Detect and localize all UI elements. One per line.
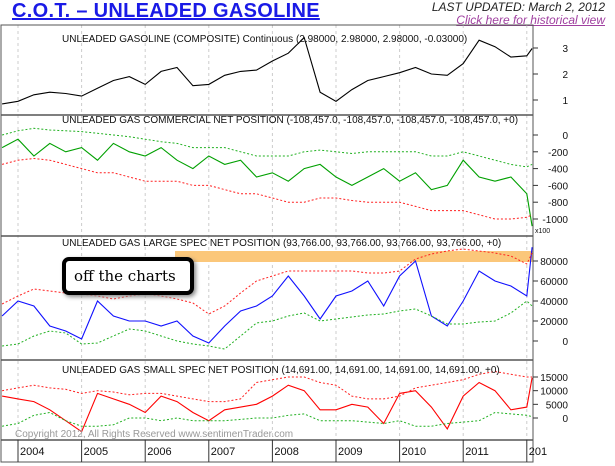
band-line [2, 300, 533, 350]
y-tick-label: -600 [548, 181, 568, 192]
y-tick-label: 80000 [540, 257, 568, 268]
band-line [1, 157, 533, 220]
panel-title-price: UNLEADED GASOLINE (COMPOSITE) Continuous… [62, 34, 467, 45]
y-tick-label: 0 [562, 131, 568, 142]
y-tick-label: -400 [548, 165, 568, 176]
x-tick-label: 2004 [20, 446, 44, 458]
y-tick-label: 1 [562, 96, 568, 107]
y-tick-label: 60000 [540, 277, 568, 288]
band-line [1, 127, 533, 168]
chart-frame [0, 24, 534, 463]
x-tick-label: 2009 [338, 446, 362, 458]
off-the-charts-highlight [175, 251, 533, 262]
y-tick-label: 40000 [540, 297, 568, 308]
x-tick-label: 2010 [402, 446, 426, 458]
series-line [2, 377, 533, 433]
x-tick-label: 2006 [147, 446, 171, 458]
y-tick-label: 0 [562, 414, 568, 425]
x-tick-label: 2007 [211, 446, 235, 458]
last-updated: LAST UPDATED: March 2, 2012 [431, 0, 605, 14]
x-tick-label: 2005 [84, 446, 108, 458]
y-tick-label: 3 [562, 44, 568, 55]
historical-view-link[interactable]: Click here for historical view [456, 13, 605, 27]
y-tick-label: -800 [548, 198, 568, 209]
series-line [1, 138, 533, 227]
x-tick-label: 2008 [274, 446, 298, 458]
y-tick-label: -200 [548, 148, 568, 159]
band-line [2, 411, 533, 427]
band-line [1, 248, 533, 315]
y-tick-label: 0 [562, 337, 568, 348]
copyright: Copyright 2012, All Rights Reserved www.… [15, 429, 293, 440]
series-line [2, 36, 533, 105]
y-tick-label: 10000 [540, 387, 568, 398]
series-line [1, 247, 533, 344]
y-tick-label: 2 [562, 70, 568, 81]
x-tick-label: 2011 [465, 446, 489, 458]
x-tick-label: 201 [529, 446, 547, 458]
y-tick-label: 5000 [546, 400, 569, 411]
callout-box: off the charts [62, 257, 194, 295]
page-title: C.O.T. – UNLEADED GASOLINE [12, 0, 320, 22]
scale-note: x100 [535, 228, 550, 235]
y-tick-label: 15000 [540, 373, 568, 384]
panel-title-commercial: UNLEADED GAS COMMERCIAL NET POSITION (-1… [62, 115, 518, 126]
panel-title-small-spec: UNLEADED GAS SMALL SPEC NET POSITION (14… [62, 365, 500, 376]
y-tick-label: -1000 [542, 215, 568, 226]
y-tick-label: 20000 [540, 317, 568, 328]
panel-title-large-spec: UNLEADED GAS LARGE SPEC NET POSITION (93… [62, 238, 501, 249]
band-line [2, 370, 533, 403]
